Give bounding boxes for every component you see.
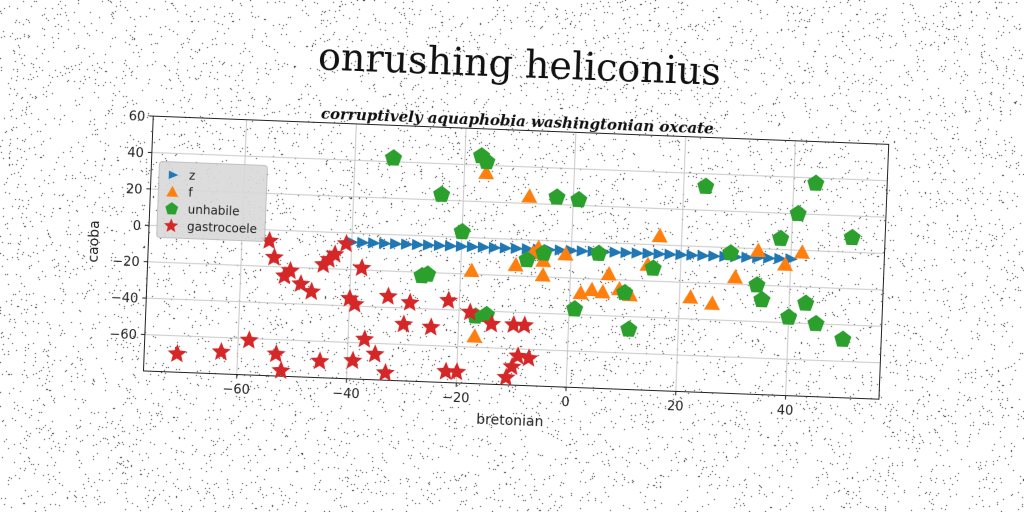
- data-point-gastrocoele: [394, 314, 414, 333]
- x-gridline: [456, 128, 466, 383]
- data-point-unhabile: [797, 294, 815, 311]
- x-tick-label: 0: [561, 395, 570, 410]
- data-point-f: [601, 266, 618, 281]
- data-point-gastrocoele: [211, 342, 231, 361]
- data-point-gastrocoele: [266, 344, 286, 363]
- data-point-gastrocoele: [352, 258, 372, 277]
- data-point-gastrocoele: [239, 330, 259, 349]
- x-tick-label: −40: [332, 386, 360, 402]
- data-point-f: [704, 295, 721, 310]
- data-point-f: [463, 262, 480, 277]
- x-gridline: [237, 120, 247, 375]
- data-point-f: [594, 284, 611, 299]
- data-point-unhabile: [748, 276, 766, 293]
- data-point-f: [794, 244, 811, 259]
- data-point-unhabile: [385, 149, 403, 166]
- data-point-gastrocoele: [355, 329, 375, 348]
- data-point-gastrocoele: [264, 247, 284, 266]
- x-tick-label: 40: [776, 403, 793, 419]
- data-point-f: [521, 188, 538, 203]
- data-point-unhabile: [697, 177, 715, 194]
- legend-label: unhabile: [187, 203, 239, 219]
- data-point-gastrocoele: [439, 290, 459, 309]
- y-tick-label: 20: [126, 182, 143, 198]
- data-point-gastrocoele: [310, 351, 330, 370]
- x-tick-label: −60: [222, 382, 250, 398]
- y-tick-label: 60: [128, 109, 145, 125]
- data-point-f: [466, 328, 483, 343]
- x-gridline: [676, 137, 686, 392]
- data-point-unhabile: [807, 315, 825, 332]
- x-tick-label: 20: [667, 399, 684, 415]
- data-point-unhabile: [548, 188, 566, 205]
- y-tick-label: −20: [112, 254, 140, 270]
- data-point-unhabile: [807, 174, 825, 191]
- data-markers: [167, 135, 864, 401]
- legend-label: gastrocoele: [187, 220, 257, 237]
- data-point-f: [750, 242, 767, 257]
- y-tick-label: 0: [132, 219, 141, 234]
- y-tick-label: 40: [127, 146, 144, 162]
- legend-label: z: [189, 169, 196, 183]
- data-point-unhabile: [590, 244, 608, 261]
- data-point-f: [535, 267, 552, 282]
- data-point-f: [727, 269, 744, 284]
- y-axis-label: caoba: [86, 220, 104, 263]
- x-tick-label: −20: [442, 390, 470, 406]
- data-point-f: [682, 289, 699, 304]
- data-point-unhabile: [843, 228, 861, 245]
- data-point-f: [584, 281, 601, 296]
- data-point-gastrocoele: [375, 363, 395, 382]
- data-point-gastrocoele: [378, 286, 398, 305]
- data-point-unhabile: [834, 330, 852, 347]
- data-point-gastrocoele: [336, 233, 356, 252]
- data-point-gastrocoele: [167, 344, 187, 363]
- data-point-gastrocoele: [421, 317, 441, 336]
- data-point-gastrocoele: [343, 350, 363, 369]
- data-point-unhabile: [772, 229, 790, 246]
- data-point-gastrocoele: [365, 344, 385, 363]
- y-tick-label: −60: [109, 327, 137, 343]
- x-axis-label: bretonian: [476, 412, 544, 431]
- data-point-unhabile: [753, 291, 771, 308]
- data-point-unhabile: [620, 320, 638, 337]
- data-point-f: [652, 228, 669, 243]
- y-tick-label: −40: [111, 291, 139, 307]
